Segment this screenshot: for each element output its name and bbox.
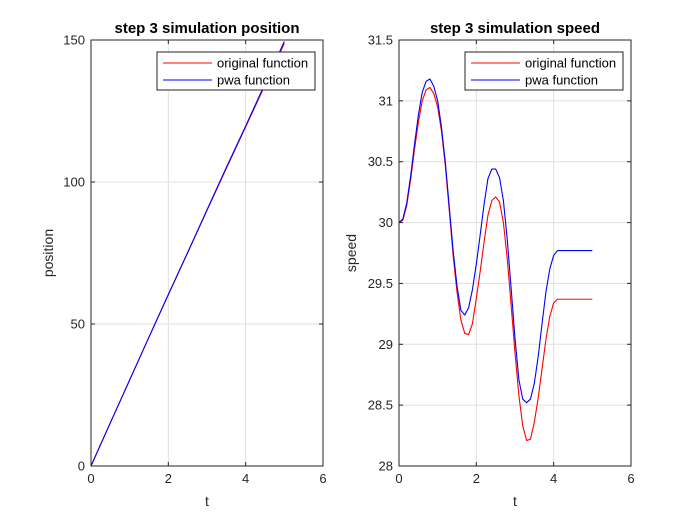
- chart-panel-1: 0 2 4 6 0 50 100 150 step 3 simulation position t…: [40, 20, 327, 509]
- series-group: [91, 41, 285, 466]
- series-group: [399, 78, 593, 441]
- series-line-pwa-function: [91, 41, 285, 466]
- legend: original function pwa function: [464, 51, 624, 91]
- y-tick-label: 28: [379, 459, 393, 474]
- legend-label: pwa function: [525, 73, 598, 88]
- y-tick-label: 100: [63, 175, 85, 190]
- x-tick-label: 0: [87, 471, 94, 486]
- plot-area: [399, 40, 631, 466]
- x-axis-label: t: [513, 493, 517, 509]
- legend-box: [464, 51, 624, 91]
- y-tick-label: 150: [63, 33, 85, 48]
- legend-label: original function: [217, 56, 308, 71]
- chart-panel-2: 0 2 4 6 28 28.5 29 29.5 30 30.5 31 31.5 step 3 simul…: [343, 20, 635, 509]
- x-axis-label: t: [205, 493, 209, 509]
- axes-box: [398, 39, 632, 467]
- chart-title: step 3 simulation speed: [430, 20, 600, 37]
- y-tick-label: 29: [379, 337, 393, 352]
- series-line-original-function: [399, 86, 593, 441]
- series-line-pwa-function: [399, 78, 593, 404]
- x-tick-label: 6: [319, 471, 326, 486]
- y-tick-label: 0: [78, 459, 85, 474]
- plot-area: [91, 40, 323, 466]
- y-tick-label: 28.5: [368, 398, 393, 413]
- legend-label: original function: [525, 56, 616, 71]
- chart-title: step 3 simulation position: [114, 20, 299, 37]
- y-axis-label: position: [40, 229, 56, 277]
- y-tick-label: 30.5: [368, 154, 393, 169]
- y-tick-label: 31: [379, 93, 393, 108]
- axes-box: [90, 39, 324, 467]
- x-tick-label: 4: [550, 471, 557, 486]
- y-axis-label: speed: [343, 234, 359, 272]
- y-tick-label: 31.5: [368, 33, 393, 48]
- x-tick-label: 0: [395, 471, 402, 486]
- y-tick-label: 30: [379, 215, 393, 230]
- x-tick-label: 2: [473, 471, 480, 486]
- x-tick-label: 2: [165, 471, 172, 486]
- x-tick-label: 4: [242, 471, 249, 486]
- y-tick-label: 50: [71, 317, 85, 332]
- y-tick-label: 29.5: [368, 276, 393, 291]
- legend: original function pwa function: [156, 51, 316, 91]
- legend-label: pwa function: [217, 73, 290, 88]
- legend-box: [156, 51, 316, 91]
- x-tick-label: 6: [627, 471, 634, 486]
